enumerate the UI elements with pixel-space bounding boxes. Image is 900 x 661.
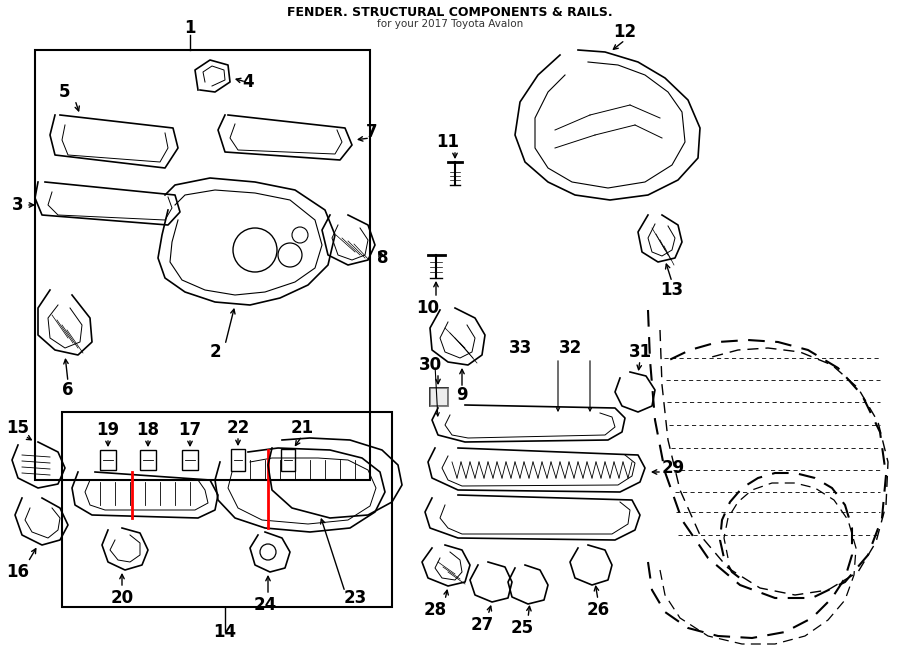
Bar [430,388,448,406]
Text: FENDER. STRUCTURAL COMPONENTS & RAILS.: FENDER. STRUCTURAL COMPONENTS & RAILS. [287,5,613,19]
Text: for your 2017 Toyota Avalon: for your 2017 Toyota Avalon [377,19,523,29]
Text: 10: 10 [417,299,439,317]
Text: 28: 28 [423,601,446,619]
Text: 25: 25 [510,619,534,637]
Bar [231,449,245,471]
Text: 29: 29 [662,459,685,477]
Text: 12: 12 [614,23,636,41]
Bar [35,50,370,480]
Bar [281,449,295,471]
Bar [182,450,198,470]
Text: 19: 19 [96,421,120,439]
Text: 24: 24 [254,596,276,614]
Bar [140,450,156,470]
Text: 22: 22 [227,419,249,437]
Text: 5: 5 [59,83,71,101]
Text: 6: 6 [62,381,74,399]
Bar [100,450,116,470]
Text: 33: 33 [508,339,532,357]
Text: 4: 4 [242,73,254,91]
Text: 17: 17 [178,421,202,439]
Text: 2: 2 [209,343,220,361]
Text: 30: 30 [418,356,442,374]
Text: 9: 9 [456,386,468,404]
Text: 18: 18 [137,421,159,439]
Bar [62,412,392,607]
Text: 31: 31 [628,343,652,361]
Text: 32: 32 [558,339,581,357]
Text: 13: 13 [661,281,684,299]
Text: 21: 21 [291,419,313,437]
Text: 26: 26 [587,601,609,619]
Polygon shape [430,388,448,406]
Text: 11: 11 [436,133,460,151]
Text: 3: 3 [13,196,23,214]
Text: 1: 1 [184,19,196,37]
Text: 23: 23 [344,589,366,607]
Text: 14: 14 [213,623,237,641]
Text: 7: 7 [366,123,378,141]
Text: 16: 16 [6,563,30,581]
Text: 15: 15 [6,419,30,437]
Text: 8: 8 [377,249,389,267]
Text: 27: 27 [471,616,493,634]
Text: 20: 20 [111,589,133,607]
